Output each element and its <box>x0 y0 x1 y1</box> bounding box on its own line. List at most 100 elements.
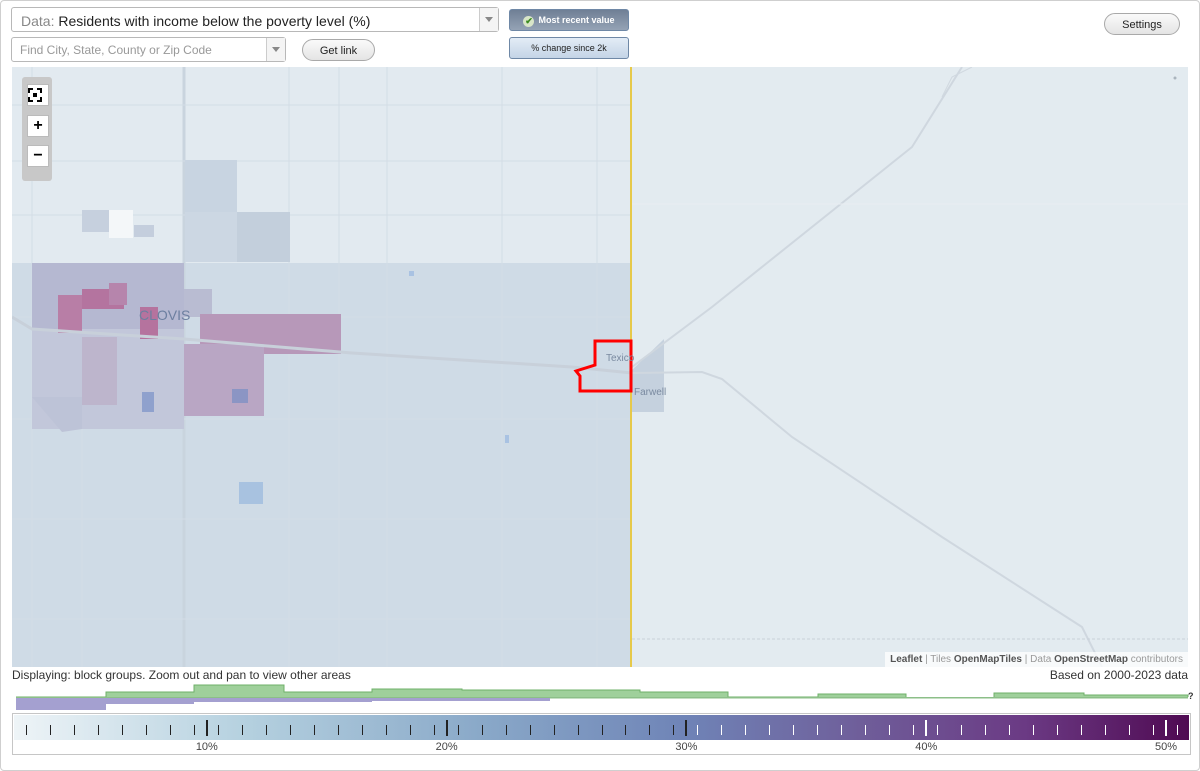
legend-tick <box>1033 725 1035 735</box>
attrib-leaflet-link[interactable]: Leaflet <box>890 654 923 665</box>
data-variable-select[interactable]: Data: Residents with income below the po… <box>11 7 499 32</box>
block-group <box>140 307 158 339</box>
legend-tick <box>481 725 483 735</box>
legend-tick <box>577 725 579 735</box>
legend-tick <box>409 725 411 735</box>
place-label-texico: Texico <box>606 353 635 364</box>
location-search[interactable] <box>11 37 286 62</box>
unknown-value-marker: ? <box>1188 691 1194 701</box>
get-link-button[interactable]: Get link <box>302 39 375 61</box>
legend-major-tick <box>925 720 928 736</box>
attrib-tiles-link[interactable]: OpenMapTiles <box>953 654 1022 665</box>
legend-tick <box>985 725 987 735</box>
legend-tick <box>865 725 867 735</box>
legend-tick <box>673 725 675 735</box>
block-group <box>185 160 237 212</box>
legend-tick <box>889 725 891 735</box>
distribution-histogram <box>16 684 1189 710</box>
legend-tick <box>1129 725 1131 735</box>
map-marker <box>1173 76 1177 80</box>
legend-tick <box>505 725 507 735</box>
legend-tick-label: 30% <box>675 741 698 753</box>
legend-tick <box>913 725 915 735</box>
legend-tick <box>97 725 99 735</box>
block-group <box>184 344 264 416</box>
legend-tick <box>169 725 171 735</box>
block-group <box>505 435 509 443</box>
legend-tick <box>313 725 315 735</box>
fullscreen-icon[interactable] <box>27 84 49 106</box>
legend-tick <box>433 725 435 735</box>
block-group <box>134 225 154 237</box>
legend-tick <box>289 725 291 735</box>
legend-tick <box>529 725 531 735</box>
block-group <box>82 337 117 405</box>
legend-tick <box>793 725 795 735</box>
legend-tick <box>1105 725 1107 735</box>
search-dropdown-icon[interactable] <box>266 38 285 61</box>
highway-east <box>631 370 1103 667</box>
legend-tick <box>145 725 147 735</box>
color-scale-bar <box>14 715 1189 740</box>
legend-tick-label: 20% <box>435 741 458 753</box>
block-group <box>109 210 133 238</box>
selected-boundary-texico <box>573 339 633 393</box>
legend-tick <box>1081 725 1083 735</box>
legend-tick <box>361 725 363 735</box>
data-select-value: Residents with income below the poverty … <box>58 13 371 29</box>
displaying-status: Displaying: block groups. Zoom out and p… <box>12 668 351 682</box>
legend-tick <box>697 725 699 735</box>
legend-tick-label: 40% <box>915 741 938 753</box>
search-input[interactable] <box>20 41 260 58</box>
block-group <box>142 392 154 412</box>
legend-tick <box>1177 725 1178 735</box>
legend-tick-label: 50% <box>1155 741 1178 753</box>
settings-button[interactable]: Settings <box>1104 13 1180 35</box>
map-view[interactable]: CLOVIS Texico Farwell + − Leaflet | Tile… <box>12 67 1188 667</box>
attrib-osm-link[interactable]: OpenStreetMap <box>1054 654 1128 665</box>
legend-tick <box>937 725 939 735</box>
checkmark-icon: ✔ <box>523 16 535 27</box>
map-tract-north <box>12 67 632 263</box>
legend-tick <box>73 725 75 735</box>
legend-tick <box>961 725 963 735</box>
place-label-farwell: Farwell <box>634 387 667 398</box>
legend-tick <box>841 725 843 735</box>
block-group <box>239 482 263 504</box>
most-recent-value-button[interactable]: ✔ Most recent value <box>509 9 629 31</box>
legend-tick <box>721 725 723 735</box>
block-group <box>237 212 290 262</box>
chevron-down-icon[interactable] <box>479 8 498 31</box>
legend-tick <box>217 725 219 735</box>
legend-tick <box>457 725 459 735</box>
road <box>941 67 973 98</box>
map-attribution: Leaflet | Tiles OpenMapTiles | Data Open… <box>885 652 1188 667</box>
map-zoom-control: + − <box>22 77 52 181</box>
block-group <box>58 295 82 333</box>
legend-tick <box>649 725 651 735</box>
percent-change-button[interactable]: % change since 2k <box>509 37 629 59</box>
legend-tick-label: 10% <box>195 741 218 753</box>
zoom-out-button[interactable]: − <box>27 145 49 167</box>
block-group <box>82 210 109 232</box>
legend-tick <box>25 725 27 735</box>
legend-tick <box>625 725 627 735</box>
color-legend: 10% 20% 30% 40% 50% <box>12 713 1191 755</box>
block-group <box>232 389 248 403</box>
legend-major-tick <box>445 720 448 736</box>
block-group <box>32 397 82 432</box>
legend-tick <box>265 725 267 735</box>
legend-tick <box>601 725 603 735</box>
legend-tick <box>1057 725 1059 735</box>
legend-tick <box>817 725 819 735</box>
legend-tick <box>193 725 195 735</box>
legend-tick <box>121 725 123 735</box>
legend-tick <box>769 725 771 735</box>
legend-major-tick <box>1165 720 1168 736</box>
block-group <box>185 212 237 262</box>
map-region-texas <box>632 67 1188 667</box>
zoom-in-button[interactable]: + <box>27 115 49 137</box>
data-range-note: Based on 2000-2023 data <box>1049 668 1188 682</box>
legend-tick <box>1153 725 1155 735</box>
legend-tick <box>553 725 555 735</box>
